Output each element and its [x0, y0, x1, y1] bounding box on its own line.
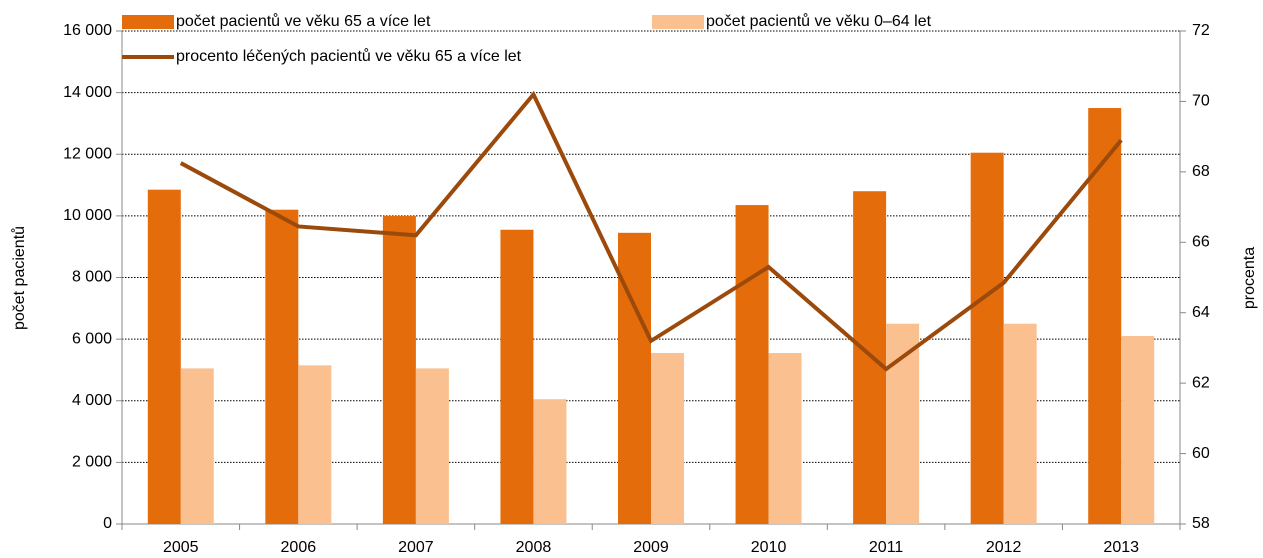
- legend-label: procento léčených pacientů ve věku 65 a …: [176, 47, 522, 65]
- y-tick-label: 4 000: [72, 392, 112, 409]
- y2-tick-label: 68: [1192, 163, 1210, 180]
- bar: [265, 209, 299, 524]
- y2-axis-label: procenta: [1241, 247, 1258, 309]
- bar: [533, 399, 567, 524]
- bar: [853, 191, 887, 524]
- x-tick-label: 2013: [1103, 539, 1139, 556]
- bar: [180, 368, 214, 524]
- y-tick-label: 16 000: [63, 22, 112, 39]
- y-axis-label: počet pacientů: [10, 226, 28, 330]
- x-tick-label: 2006: [281, 539, 317, 556]
- bar: [651, 352, 684, 524]
- bar: [735, 205, 769, 524]
- legend-label: počet pacientů ve věku 0–64 let: [706, 12, 932, 30]
- bar: [382, 215, 416, 524]
- y2-tick-label: 60: [1192, 445, 1210, 462]
- bar: [970, 152, 1004, 524]
- bar: [1003, 323, 1037, 524]
- bar: [886, 323, 920, 524]
- bar: [500, 229, 534, 524]
- y-tick-label: 14 000: [63, 84, 112, 101]
- bar: [1121, 336, 1155, 524]
- x-tick-label: 2005: [163, 539, 199, 556]
- y2-tick-label: 62: [1192, 374, 1210, 391]
- y-tick-label: 2 000: [72, 454, 112, 471]
- y-tick-label: 6 000: [72, 330, 112, 347]
- bar: [618, 232, 651, 524]
- bar: [768, 352, 802, 524]
- legend-swatch: [652, 15, 704, 29]
- bar: [415, 368, 449, 524]
- y-tick-label: 8 000: [72, 269, 112, 286]
- x-tick-label: 2012: [986, 539, 1022, 556]
- x-tick-label: 2009: [633, 539, 669, 556]
- y2-tick-label: 70: [1192, 93, 1210, 110]
- y2-tick-label: 72: [1192, 22, 1210, 39]
- y-tick-label: 10 000: [63, 207, 112, 224]
- y-tick-label: 0: [103, 515, 112, 532]
- y2-tick-label: 66: [1192, 234, 1210, 251]
- bar: [1088, 108, 1122, 524]
- x-tick-label: 2007: [398, 539, 434, 556]
- line: [179, 90, 1123, 372]
- x-tick-label: 2011: [869, 539, 904, 556]
- y2-tick-label: 58: [1192, 515, 1210, 532]
- y-tick-label: 12 000: [63, 145, 112, 162]
- x-tick-label: 2010: [751, 539, 787, 556]
- bar: [298, 365, 332, 524]
- legend-label: počet pacientů ve věku 65 a více let: [176, 12, 431, 30]
- legend-swatch: [122, 15, 174, 29]
- y2-tick-label: 64: [1192, 304, 1210, 321]
- x-tick-label: 2008: [516, 539, 552, 556]
- bar: [147, 189, 181, 524]
